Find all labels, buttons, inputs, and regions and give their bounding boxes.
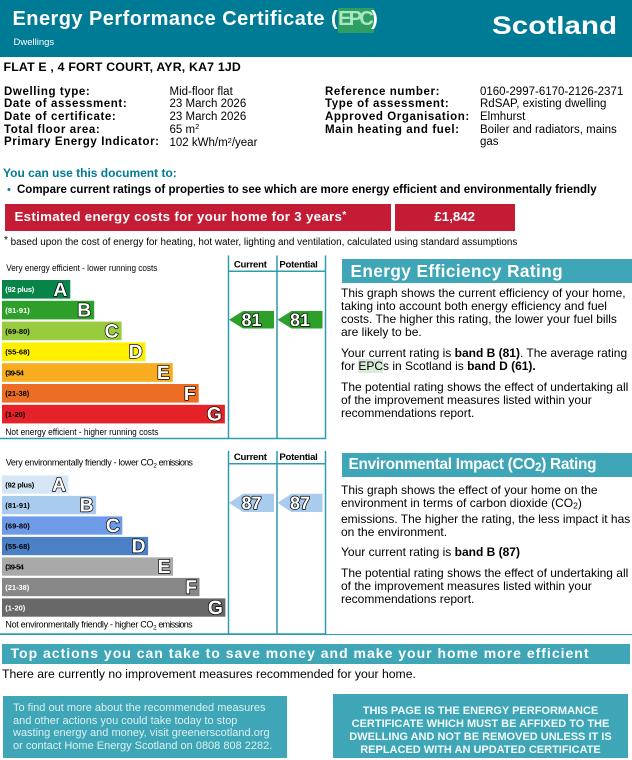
svg-text:(92 plus): (92 plus) bbox=[5, 285, 35, 294]
svg-text:81: 81 bbox=[290, 310, 310, 330]
svg-text:(81-91): (81-91) bbox=[5, 306, 30, 315]
svg-text:87: 87 bbox=[241, 493, 261, 513]
svg-text:Current: Current bbox=[234, 452, 268, 463]
svg-text:Not energy efficient - higher: Not energy efficient - higher running co… bbox=[5, 427, 158, 437]
svg-text:G: G bbox=[208, 598, 223, 619]
svg-text:A: A bbox=[52, 475, 66, 496]
svg-text:(1-20): (1-20) bbox=[5, 410, 26, 419]
svg-text:Very energy efficient - lower: Very energy efficient - lower running co… bbox=[6, 263, 157, 273]
svg-text:(81-91): (81-91) bbox=[5, 501, 30, 510]
svg-text:(39-54: (39-54 bbox=[5, 368, 24, 377]
svg-text:(1-20): (1-20) bbox=[5, 603, 26, 612]
svg-text:Very environmentally friendly: Very environmentally friendly - lower CO… bbox=[6, 458, 194, 470]
svg-text:D: D bbox=[129, 342, 143, 363]
svg-text:C: C bbox=[106, 516, 120, 537]
svg-text:F: F bbox=[184, 384, 196, 405]
svg-text:(92 plus): (92 plus) bbox=[5, 480, 35, 489]
svg-text:D: D bbox=[132, 537, 146, 558]
svg-text:B: B bbox=[80, 496, 94, 517]
svg-text:Current: Current bbox=[234, 259, 268, 270]
svg-text:A: A bbox=[53, 280, 67, 301]
svg-text:(69-80): (69-80) bbox=[5, 521, 30, 530]
svg-text:Potential: Potential bbox=[279, 259, 318, 270]
svg-text:F: F bbox=[185, 578, 197, 599]
svg-text:Not environmentally friendly -: Not environmentally friendly - higher CO… bbox=[5, 620, 193, 632]
svg-text:(21-38): (21-38) bbox=[5, 389, 30, 398]
svg-text:(39-54: (39-54 bbox=[5, 562, 24, 571]
svg-text:B: B bbox=[77, 301, 91, 322]
svg-text:87: 87 bbox=[290, 493, 310, 513]
svg-text:(55-68): (55-68) bbox=[5, 542, 30, 551]
svg-text:C: C bbox=[105, 321, 119, 342]
svg-text:Potential: Potential bbox=[279, 452, 318, 463]
svg-text:(21-38): (21-38) bbox=[5, 583, 30, 592]
svg-text:G: G bbox=[207, 405, 222, 426]
svg-text:81: 81 bbox=[241, 310, 261, 330]
svg-text:(55-68): (55-68) bbox=[5, 348, 30, 357]
svg-text:E: E bbox=[157, 363, 170, 384]
svg-text:E: E bbox=[158, 557, 171, 578]
svg-text:(69-80): (69-80) bbox=[5, 327, 30, 336]
